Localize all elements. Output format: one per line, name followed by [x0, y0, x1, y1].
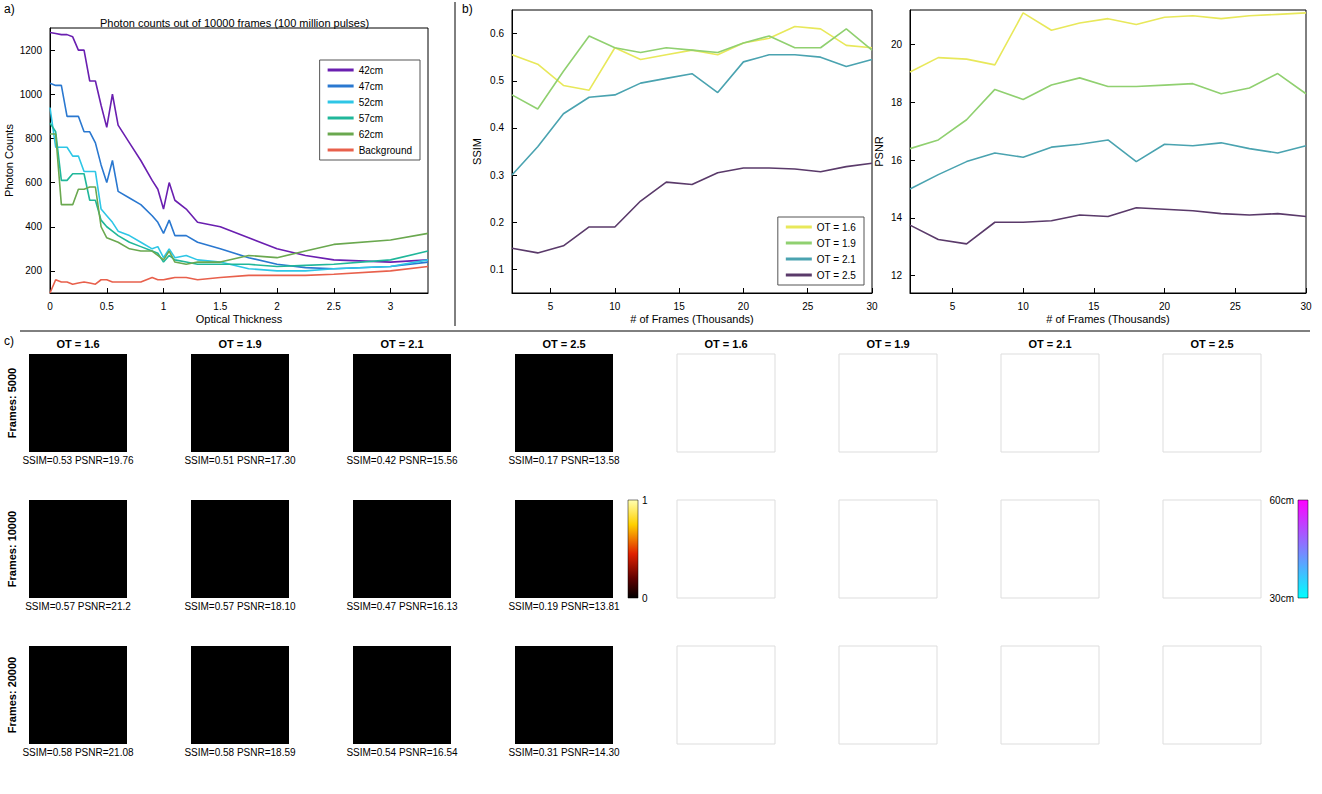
svg-text:# of Frames (Thousands): # of Frames (Thousands) [1046, 313, 1170, 325]
svg-text:52cm: 52cm [359, 97, 383, 108]
svg-text:20: 20 [891, 39, 903, 50]
svg-text:25: 25 [1230, 301, 1242, 312]
svg-text:10: 10 [609, 301, 621, 312]
svg-text:3: 3 [388, 301, 394, 312]
svg-text:Frames: 20000: Frames: 20000 [6, 657, 18, 733]
svg-text:0.5: 0.5 [490, 75, 504, 86]
svg-text:OT = 1.9: OT = 1.9 [866, 338, 909, 350]
svg-text:OT = 1.6: OT = 1.6 [704, 338, 747, 350]
svg-text:SSIM=0.42 PSNR=15.56: SSIM=0.42 PSNR=15.56 [346, 455, 458, 466]
svg-text:62cm: 62cm [359, 129, 383, 140]
svg-text:SSIM=0.47 PSNR=16.13: SSIM=0.47 PSNR=16.13 [346, 601, 458, 612]
svg-text:12: 12 [891, 270, 903, 281]
svg-text:Frames: 10000: Frames: 10000 [6, 511, 18, 587]
svg-text:0: 0 [642, 593, 648, 604]
svg-text:SSIM=0.51 PSNR=17.30: SSIM=0.51 PSNR=17.30 [184, 455, 296, 466]
svg-text:Photon Counts: Photon Counts [3, 124, 15, 197]
svg-text:5: 5 [548, 301, 554, 312]
svg-text:Frames: 5000: Frames: 5000 [6, 368, 18, 438]
svg-text:800: 800 [25, 133, 42, 144]
svg-text:600: 600 [25, 177, 42, 188]
svg-text:0.3: 0.3 [490, 170, 504, 181]
svg-text:OT = 1.9: OT = 1.9 [817, 238, 856, 249]
svg-text:10: 10 [1018, 301, 1030, 312]
svg-text:OT = 2.1: OT = 2.1 [1028, 338, 1071, 350]
svg-text:OT = 1.6: OT = 1.6 [56, 338, 99, 350]
svg-text:SSIM=0.58 PSNR=18.59: SSIM=0.58 PSNR=18.59 [184, 747, 296, 758]
svg-text:14: 14 [891, 212, 903, 223]
svg-text:a): a) [4, 2, 15, 16]
svg-text:20: 20 [1159, 301, 1171, 312]
svg-text:60cm: 60cm [1270, 495, 1294, 506]
svg-text:1: 1 [642, 495, 648, 506]
svg-text:47cm: 47cm [359, 81, 383, 92]
svg-text:SSIM=0.31 PSNR=14.30: SSIM=0.31 PSNR=14.30 [508, 747, 620, 758]
svg-text:25: 25 [802, 301, 814, 312]
svg-text:SSIM=0.54 PSNR=16.54: SSIM=0.54 PSNR=16.54 [346, 747, 458, 758]
svg-text:Background: Background [359, 145, 412, 156]
svg-text:2: 2 [274, 301, 280, 312]
svg-text:0.5: 0.5 [100, 301, 114, 312]
svg-text:OT = 1.6: OT = 1.6 [817, 222, 856, 233]
svg-text:0.6: 0.6 [490, 28, 504, 39]
svg-text:1000: 1000 [20, 89, 43, 100]
svg-text:OT = 2.1: OT = 2.1 [380, 338, 423, 350]
svg-text:30: 30 [1300, 301, 1312, 312]
svg-text:SSIM=0.53 PSNR=19.76: SSIM=0.53 PSNR=19.76 [22, 455, 134, 466]
svg-text:0.4: 0.4 [490, 122, 504, 133]
svg-text:30cm: 30cm [1270, 593, 1294, 604]
svg-text:b): b) [462, 2, 473, 16]
svg-text:18: 18 [891, 97, 903, 108]
svg-text:1: 1 [161, 301, 167, 312]
svg-text:SSIM=0.57 PSNR=18.10: SSIM=0.57 PSNR=18.10 [184, 601, 296, 612]
svg-text:200: 200 [25, 265, 42, 276]
svg-text:20: 20 [738, 301, 750, 312]
svg-text:SSIM=0.19 PSNR=13.81: SSIM=0.19 PSNR=13.81 [508, 601, 620, 612]
svg-text:Photon counts out of 10000 fra: Photon counts out of 10000 frames (100 m… [100, 17, 369, 29]
svg-text:400: 400 [25, 221, 42, 232]
svg-text:0: 0 [47, 301, 53, 312]
svg-text:16: 16 [891, 155, 903, 166]
svg-text:30: 30 [866, 301, 878, 312]
svg-text:SSIM=0.17 PSNR=13.58: SSIM=0.17 PSNR=13.58 [508, 455, 620, 466]
svg-text:57cm: 57cm [359, 113, 383, 124]
svg-text:SSIM: SSIM [471, 138, 483, 165]
svg-text:1200: 1200 [20, 45, 43, 56]
svg-text:# of Frames (Thousands): # of Frames (Thousands) [630, 313, 754, 325]
svg-text:OT = 2.5: OT = 2.5 [817, 270, 856, 281]
svg-text:SSIM=0.57 PSNR=21.2: SSIM=0.57 PSNR=21.2 [25, 601, 131, 612]
svg-text:0.2: 0.2 [490, 217, 504, 228]
svg-text:2.5: 2.5 [327, 301, 341, 312]
svg-text:PSNR: PSNR [873, 136, 885, 167]
svg-text:42cm: 42cm [359, 65, 383, 76]
svg-text:15: 15 [1088, 301, 1100, 312]
svg-text:5: 5 [950, 301, 956, 312]
svg-text:1.5: 1.5 [213, 301, 227, 312]
svg-text:15: 15 [674, 301, 686, 312]
svg-text:SSIM=0.58 PSNR=21.08: SSIM=0.58 PSNR=21.08 [22, 747, 134, 758]
svg-text:OT = 2.5: OT = 2.5 [542, 338, 585, 350]
svg-text:OT = 2.5: OT = 2.5 [1190, 338, 1233, 350]
svg-text:Optical Thickness: Optical Thickness [196, 313, 283, 325]
svg-text:OT = 2.1: OT = 2.1 [817, 254, 856, 265]
svg-text:OT = 1.9: OT = 1.9 [218, 338, 261, 350]
svg-text:c): c) [4, 334, 14, 348]
svg-text:0.1: 0.1 [490, 264, 504, 275]
